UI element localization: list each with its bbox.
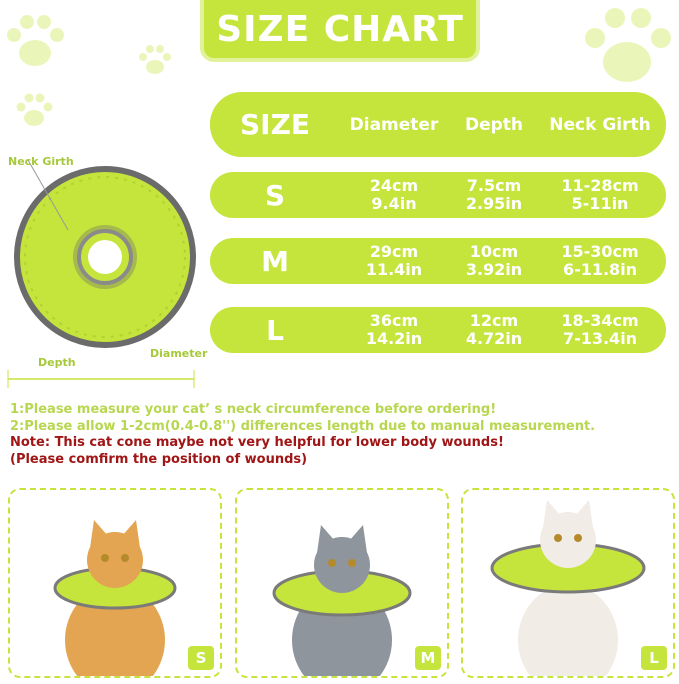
note-confirm: (Please comfirm the position of wounds): [10, 452, 308, 467]
note-1: 1:Please measure your cat’ s neck circum…: [10, 402, 497, 417]
note-warning: Note: This cat cone maybe not very helpf…: [10, 435, 504, 450]
cat-photo-l: L: [461, 488, 675, 678]
neck-girth-cell: 11-28cm 5-11in: [540, 177, 660, 213]
depth-cell: 12cm 4.72in: [448, 312, 540, 348]
header-size: SIZE: [239, 108, 310, 141]
neck-in: 6-11.8in: [562, 260, 638, 279]
diameter-in: 11.4in: [365, 260, 423, 279]
header-diameter: Diameter: [349, 114, 439, 135]
paw-print-icon: [16, 93, 53, 126]
paw-print-icon: [139, 45, 171, 74]
table-row-s: S 24cm 9.4in 7.5cm 2.95in 11-28cm 5-11in: [210, 172, 666, 218]
label-neck-girth: Neck Girth: [8, 155, 74, 168]
depth-in: 2.95in: [465, 194, 523, 213]
diameter-cell: 29cm 11.4in: [340, 243, 448, 279]
size-label: S: [264, 178, 286, 212]
size-label: L: [266, 313, 284, 347]
cat-illustration: [53, 520, 177, 676]
label-diameter: Diameter: [150, 347, 208, 360]
depth-cell: 10cm 3.92in: [448, 243, 540, 279]
header-neck-girth: Neck Girth: [549, 114, 651, 135]
cat-photo-s: S: [8, 488, 222, 678]
size-label: M: [261, 244, 289, 278]
depth-cm: 10cm: [469, 242, 519, 261]
diameter-cell: 24cm 9.4in: [340, 177, 448, 213]
depth-cell: 7.5cm 2.95in: [448, 177, 540, 213]
paw-print-icon: [7, 15, 64, 66]
cat-illustration: [272, 525, 412, 676]
size-chart-title: SIZE CHART: [200, 0, 480, 62]
depth-in: 3.92in: [465, 260, 523, 279]
paw-print-icon: [585, 8, 671, 82]
cone-diagram: [14, 159, 196, 348]
table-row-m: M 29cm 11.4in 10cm 3.92in 15-30cm 6-11.8in: [210, 238, 666, 284]
diameter-cell: 36cm 14.2in: [340, 312, 448, 348]
neck-girth-cell: 18-34cm 7-13.4in: [540, 312, 660, 348]
depth-cm: 7.5cm: [466, 176, 522, 195]
neck-girth-cell: 15-30cm 6-11.8in: [540, 243, 660, 279]
measure-line: [7, 370, 195, 388]
neck-cm: 11-28cm: [561, 176, 639, 195]
neck-cm: 18-34cm: [561, 311, 639, 330]
neck-in: 7-13.4in: [562, 329, 638, 348]
table-row-l: L 36cm 14.2in 12cm 4.72in 18-34cm 7-13.4in: [210, 307, 666, 353]
depth-cm: 12cm: [469, 311, 519, 330]
table-header: SIZE Diameter Depth Neck Girth: [210, 92, 666, 157]
label-depth: Depth: [38, 356, 76, 369]
diameter-cm: 36cm: [369, 311, 419, 330]
diameter-in: 9.4in: [371, 194, 417, 213]
note-2: 2:Please allow 1-2cm(0.4-0.8'') differen…: [10, 419, 596, 434]
size-badge: S: [188, 646, 214, 670]
diameter-cm: 24cm: [369, 176, 419, 195]
cat-photo-m: M: [235, 488, 449, 678]
neck-cm: 15-30cm: [561, 242, 639, 261]
diameter-in: 14.2in: [365, 329, 423, 348]
size-badge: M: [415, 646, 441, 670]
header-depth: Depth: [464, 114, 524, 135]
cat-illustration: [490, 500, 646, 676]
size-badge: L: [641, 646, 667, 670]
diameter-cm: 29cm: [369, 242, 419, 261]
neck-in: 5-11in: [571, 194, 629, 213]
depth-in: 4.72in: [465, 329, 523, 348]
